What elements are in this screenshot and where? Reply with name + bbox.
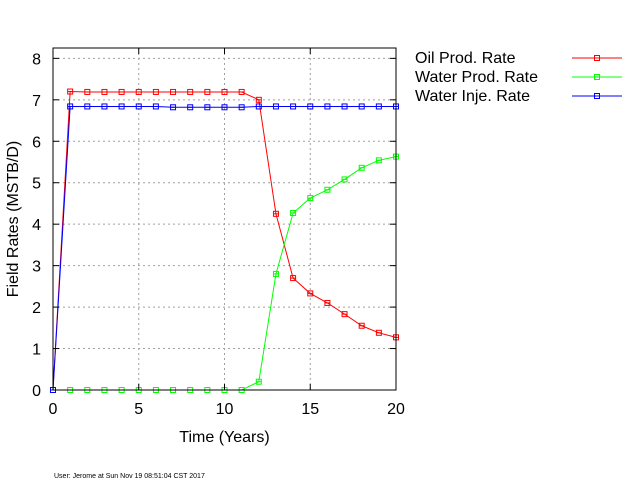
y-tick-label: 8 [32, 51, 41, 68]
axis-ticks: 0 5 10 15 20 0 1 2 3 4 5 6 7 8 [32, 48, 405, 418]
legend: Oil Prod. Rate Water Prod. Rate Water Inje… [415, 50, 622, 105]
gridlines [53, 48, 396, 390]
y-axis-title: Field Rates (MSTB/D) [5, 141, 22, 297]
x-axis-title: Time (Years) [179, 429, 269, 446]
x-tick-label: 0 [49, 401, 58, 418]
series-lines [50, 88, 399, 393]
legend-label: Water Inje. Rate [415, 88, 530, 105]
y-tick-label: 2 [32, 300, 41, 317]
x-tick-label: 20 [387, 401, 405, 418]
legend-label: Oil Prod. Rate [415, 50, 516, 67]
y-tick-label: 0 [32, 383, 41, 400]
y-tick-label: 7 [32, 93, 41, 110]
legend-label: Water Prod. Rate [415, 69, 538, 86]
y-tick-label: 3 [32, 259, 41, 276]
footer-timestamp: User: Jerome at Sun Nov 19 08:51:04 CST … [54, 473, 205, 480]
x-tick-label: 5 [134, 401, 143, 418]
y-tick-label: 4 [32, 217, 41, 234]
series-water-inje-rate [50, 103, 399, 393]
y-tick-label: 6 [32, 134, 41, 151]
x-tick-label: 10 [216, 401, 234, 418]
y-tick-label: 1 [32, 342, 41, 359]
y-tick-label: 5 [32, 176, 41, 193]
series-line-oil-prod-rate [52, 91, 397, 391]
x-tick-label: 15 [301, 401, 319, 418]
